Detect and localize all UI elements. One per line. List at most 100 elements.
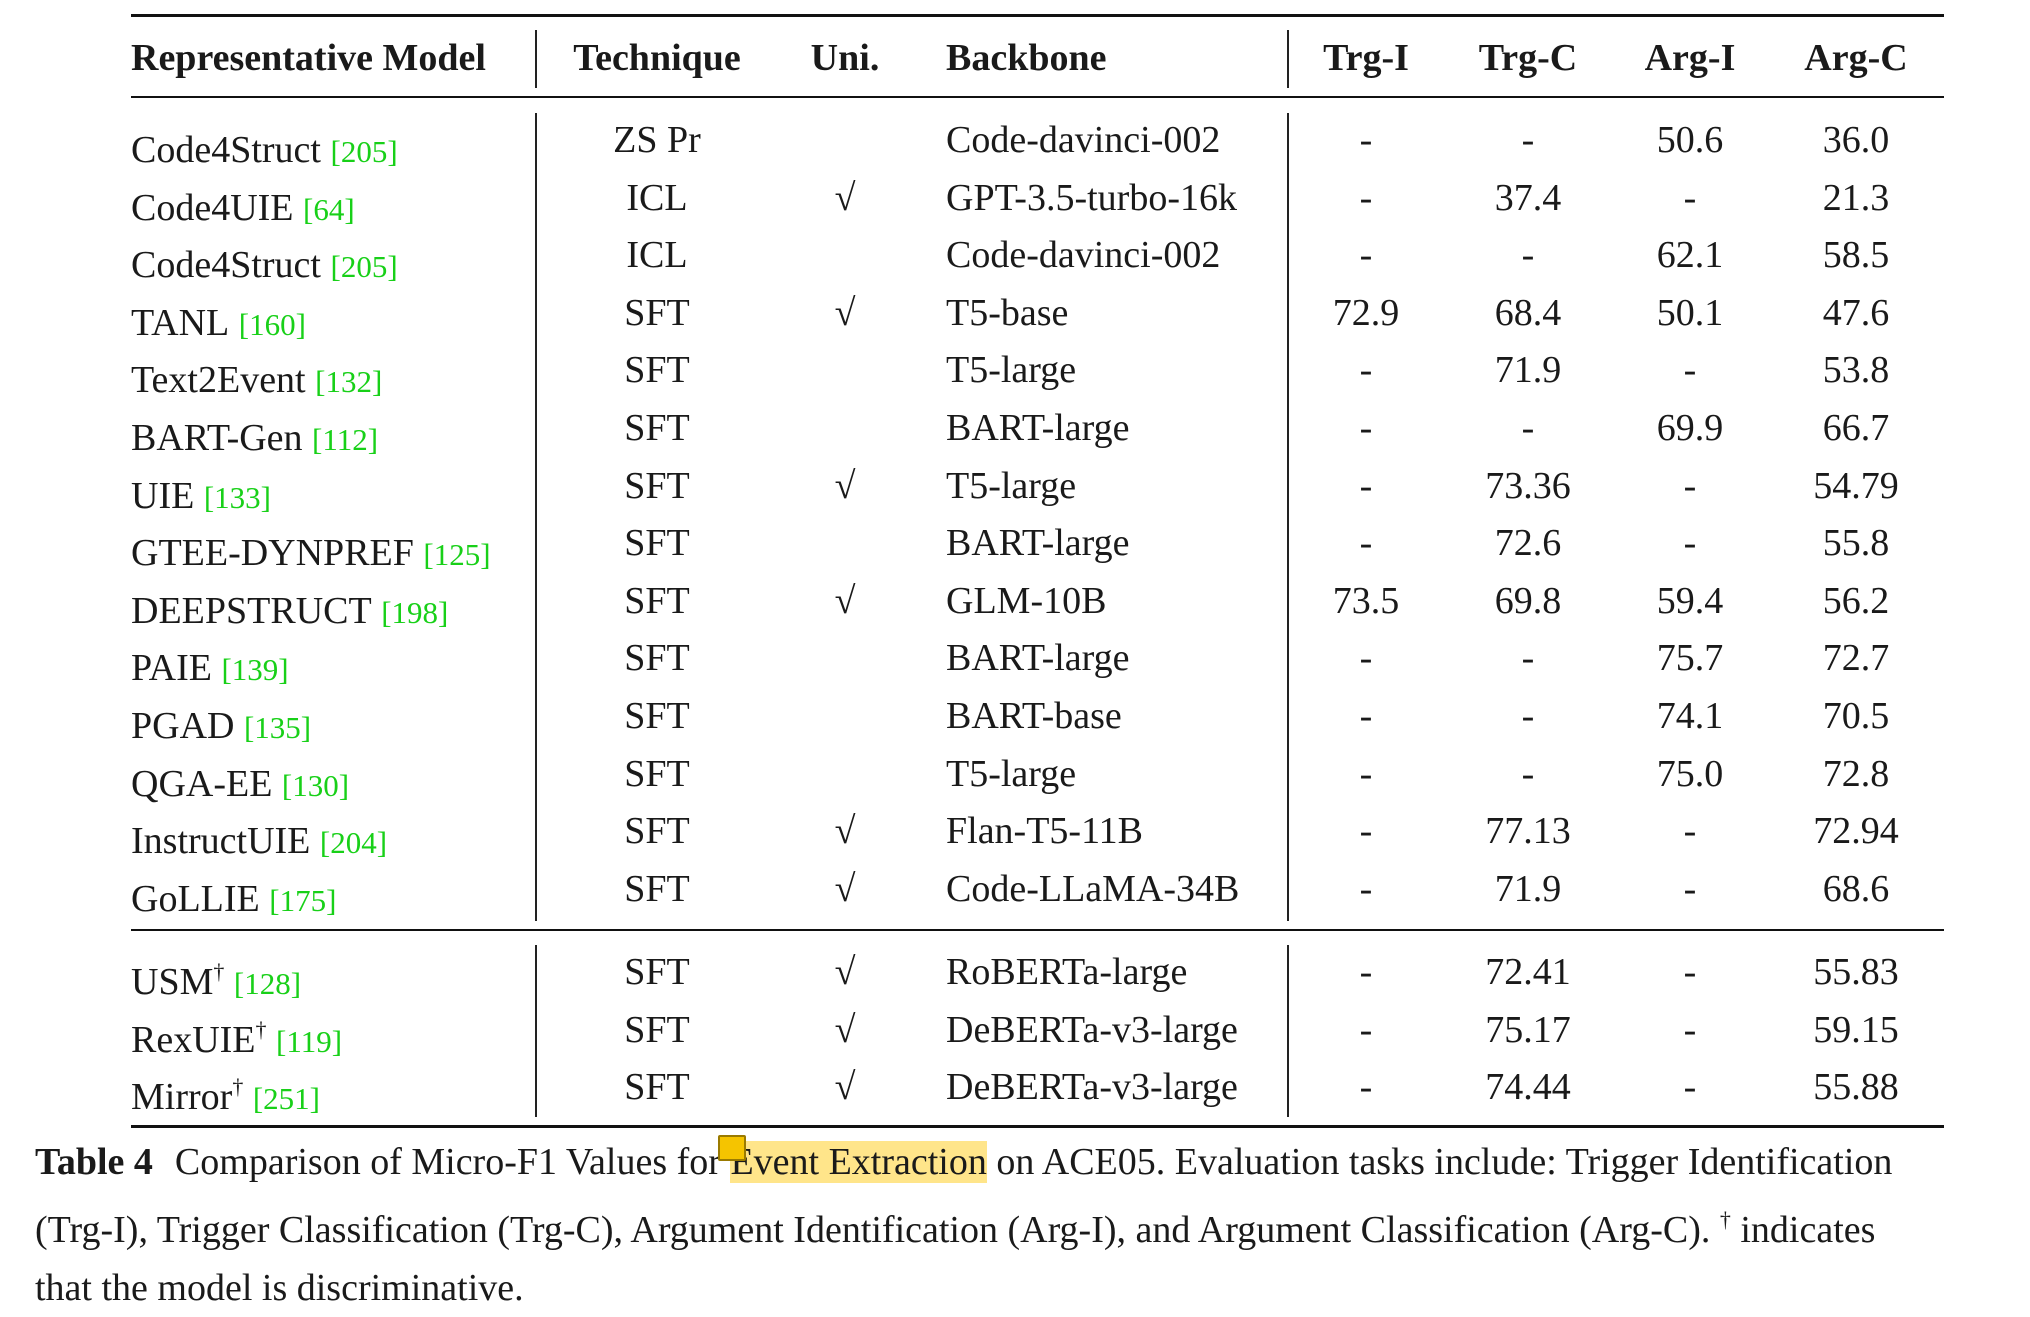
- arg-i-cell: 74.1: [1656, 695, 1724, 737]
- citation-link[interactable]: [251]: [252, 1081, 320, 1117]
- citation-link[interactable]: [119]: [276, 1023, 343, 1059]
- arg-i-cell: -: [1683, 464, 1697, 507]
- trg-c-cell: -: [1521, 695, 1535, 737]
- technique-cell: ZS Pr: [613, 119, 701, 161]
- trg-i-cell: -: [1359, 234, 1373, 277]
- trg-c-cell: 75.17: [1485, 1008, 1571, 1051]
- arg-i-cell: 50.1: [1656, 291, 1724, 334]
- citation-number: 198: [391, 594, 439, 630]
- citation-link[interactable]: [205]: [330, 249, 398, 285]
- backbone-cell: T5-large: [946, 752, 1077, 795]
- model-name: Code4Struct: [131, 244, 321, 287]
- trg-c-cell: 77.13: [1485, 810, 1571, 853]
- uni-check: √: [834, 1008, 856, 1051]
- table-caption: Table 4 Comparison of Micro-F1 Values for…: [35, 1133, 2020, 1317]
- highlighted-phrase[interactable]: Event Extraction: [718, 1135, 987, 1183]
- backbone-cell: Code-davinci-002: [946, 119, 1221, 161]
- technique-cell: SFT: [624, 752, 690, 795]
- citation-link[interactable]: [125]: [423, 537, 491, 573]
- model-cell: Mirror† [251]: [131, 1065, 320, 1121]
- citation-number: 125: [433, 537, 481, 573]
- citation-number: 128: [244, 966, 291, 1001]
- model-cell: TANL [160]: [131, 291, 306, 347]
- arg-c-cell: 55.8: [1822, 522, 1890, 565]
- caption-text-2b: indicates: [1730, 1209, 1876, 1251]
- arg-i-cell: 50.6: [1656, 119, 1724, 161]
- citation-link[interactable]: [204]: [319, 825, 388, 861]
- trg-i-cell: -: [1359, 752, 1373, 795]
- trg-c-cell: -: [1521, 234, 1535, 277]
- trg-c-cell: 68.4: [1494, 291, 1562, 334]
- backbone-cell: GPT-3.5-turbo-16k: [946, 176, 1237, 219]
- trg-c-cell: 72.6: [1494, 522, 1562, 565]
- header-arg-i: Arg-I: [1644, 37, 1736, 79]
- citation-link[interactable]: [139]: [221, 652, 289, 688]
- citation-number: 205: [340, 134, 388, 169]
- trg-i-cell: 72.9: [1332, 291, 1400, 334]
- uni-check: √: [834, 1066, 856, 1109]
- trg-c-cell: 71.9: [1494, 867, 1562, 910]
- header-model: Representative Model: [131, 37, 486, 79]
- uni-check: √: [834, 867, 856, 910]
- citation-number: 119: [286, 1023, 332, 1059]
- trg-c-cell: 69.8: [1494, 579, 1562, 622]
- backbone-cell: T5-large: [946, 464, 1077, 507]
- header-rule: [131, 96, 1944, 98]
- citation-link[interactable]: [133]: [203, 479, 271, 515]
- section-rule: [131, 929, 1944, 931]
- trg-i-cell: -: [1359, 349, 1373, 392]
- arg-i-cell: -: [1683, 522, 1697, 565]
- trg-i-cell: -: [1359, 951, 1373, 993]
- model-cell: PAIE [139]: [131, 636, 289, 692]
- caption-dagger: †: [1719, 1207, 1731, 1232]
- citation-link[interactable]: [198]: [381, 594, 449, 630]
- arg-i-cell: -: [1683, 867, 1697, 910]
- model-cell: USM† [128]: [131, 950, 301, 1006]
- trg-i-cell: -: [1359, 522, 1373, 565]
- model-cell: InstructUIE [204]: [131, 809, 387, 865]
- citation-link[interactable]: [128]: [233, 966, 302, 1001]
- citation-link[interactable]: [135]: [243, 710, 312, 745]
- backbone-cell: BART-base: [946, 695, 1122, 737]
- citation-link[interactable]: [112]: [312, 422, 379, 457]
- model-cell: DEEPSTRUCT [198]: [131, 579, 448, 635]
- citation-link[interactable]: [205]: [330, 134, 398, 169]
- arg-c-cell: 54.79: [1813, 464, 1899, 507]
- arg-i-cell: -: [1683, 1066, 1697, 1109]
- citation-number: 160: [249, 306, 296, 342]
- trg-c-cell: 72.41: [1485, 951, 1571, 993]
- arg-c-cell: 53.8: [1822, 349, 1890, 392]
- model-cell: Code4UIE [64]: [131, 176, 355, 232]
- technique-cell: SFT: [624, 1066, 690, 1109]
- sticky-note-icon[interactable]: [718, 1135, 747, 1161]
- model-name: DEEPSTRUCT: [131, 589, 372, 632]
- model-cell: QGA-EE [130]: [131, 752, 349, 808]
- arg-c-cell: 55.88: [1813, 1066, 1899, 1109]
- technique-cell: SFT: [624, 291, 690, 334]
- technique-cell: SFT: [624, 349, 690, 392]
- uni-check: √: [834, 579, 856, 622]
- citation-link[interactable]: [130]: [281, 767, 350, 803]
- citation-link[interactable]: [160]: [238, 306, 306, 342]
- citation-link[interactable]: [64]: [303, 191, 355, 227]
- model-cell: BART-Gen [112]: [131, 406, 378, 462]
- trg-c-cell: 73.36: [1485, 464, 1571, 507]
- citation-number: 205: [340, 249, 388, 285]
- arg-c-cell: 36.0: [1822, 119, 1890, 161]
- arg-c-cell: 58.5: [1822, 234, 1890, 277]
- arg-c-cell: 66.7: [1822, 407, 1890, 449]
- arg-c-cell: 72.8: [1822, 752, 1890, 795]
- model-name: Code4Struct: [131, 129, 321, 171]
- trg-c-cell: -: [1521, 119, 1535, 161]
- backbone-cell: BART-large: [946, 522, 1130, 565]
- model-name: TANL: [131, 301, 230, 344]
- arg-c-cell: 70.5: [1822, 695, 1890, 737]
- citation-link[interactable]: [132]: [315, 364, 383, 400]
- section1-separator-left: [535, 113, 537, 921]
- citation-link[interactable]: [175]: [269, 882, 337, 918]
- trg-c-cell: -: [1521, 752, 1535, 795]
- header-uni: Uni.: [810, 37, 880, 79]
- citation-number: 112: [322, 422, 368, 457]
- model-name: PAIE: [131, 647, 212, 690]
- model-name: UIE: [131, 474, 195, 517]
